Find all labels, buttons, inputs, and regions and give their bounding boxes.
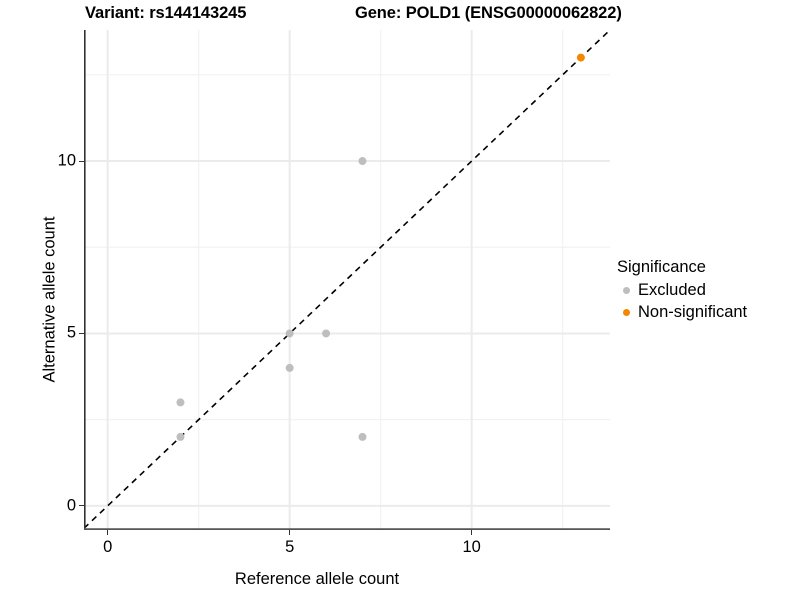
- data-point: [285, 363, 294, 372]
- y-tick-mark: [79, 505, 84, 507]
- x-axis-label: Reference allele count: [234, 570, 400, 588]
- data-point: [576, 53, 585, 62]
- series-non-significant: [576, 53, 585, 62]
- legend-item[interactable]: Excluded: [617, 279, 792, 301]
- data-point: [176, 432, 185, 441]
- x-tick-label: 5: [285, 538, 295, 556]
- y-tick-label: 0: [66, 496, 76, 515]
- variant-title: Variant: rs144143245: [85, 4, 247, 22]
- legend-dot-icon: [622, 308, 630, 316]
- y-tick-mark: [79, 332, 84, 334]
- x-tick-label: 10: [462, 538, 481, 556]
- y-tick-label: 10: [57, 151, 76, 170]
- legend-item[interactable]: Non-significant: [617, 301, 792, 323]
- legend-item-label: Non-significant: [638, 302, 748, 321]
- y-tick-mark: [79, 160, 84, 162]
- y-tick-label: 5: [66, 323, 76, 342]
- data-point: [176, 398, 185, 407]
- plot-panel: [84, 30, 610, 530]
- gene-title: Gene: POLD1 (ENSG00000062822): [355, 4, 622, 22]
- legend-item-label: Excluded: [638, 280, 706, 299]
- x-tick-label: 0: [103, 538, 113, 556]
- data-point: [285, 329, 294, 338]
- legend-title: Significance: [617, 258, 706, 276]
- x-tick-mark: [471, 530, 473, 535]
- legend-items: Excluded Non-significant: [617, 279, 792, 323]
- data-point: [322, 329, 331, 338]
- legend-dot-icon: [622, 286, 630, 294]
- legend-key-icon: [617, 303, 635, 321]
- plot-canvas: [84, 30, 610, 530]
- y-axis-label: Alternative allele count: [40, 216, 59, 383]
- identity-reference-line: [84, 30, 610, 529]
- data-point: [358, 432, 367, 441]
- legend: Significance Excluded Non-significant: [617, 258, 792, 323]
- x-tick-mark: [107, 530, 109, 535]
- plot-title-row: Variant: rs144143245 Gene: POLD1 (ENSG00…: [0, 2, 622, 28]
- x-tick-mark: [289, 530, 291, 535]
- series-excluded: [176, 157, 367, 441]
- data-point: [358, 157, 367, 166]
- legend-key-icon: [617, 281, 635, 299]
